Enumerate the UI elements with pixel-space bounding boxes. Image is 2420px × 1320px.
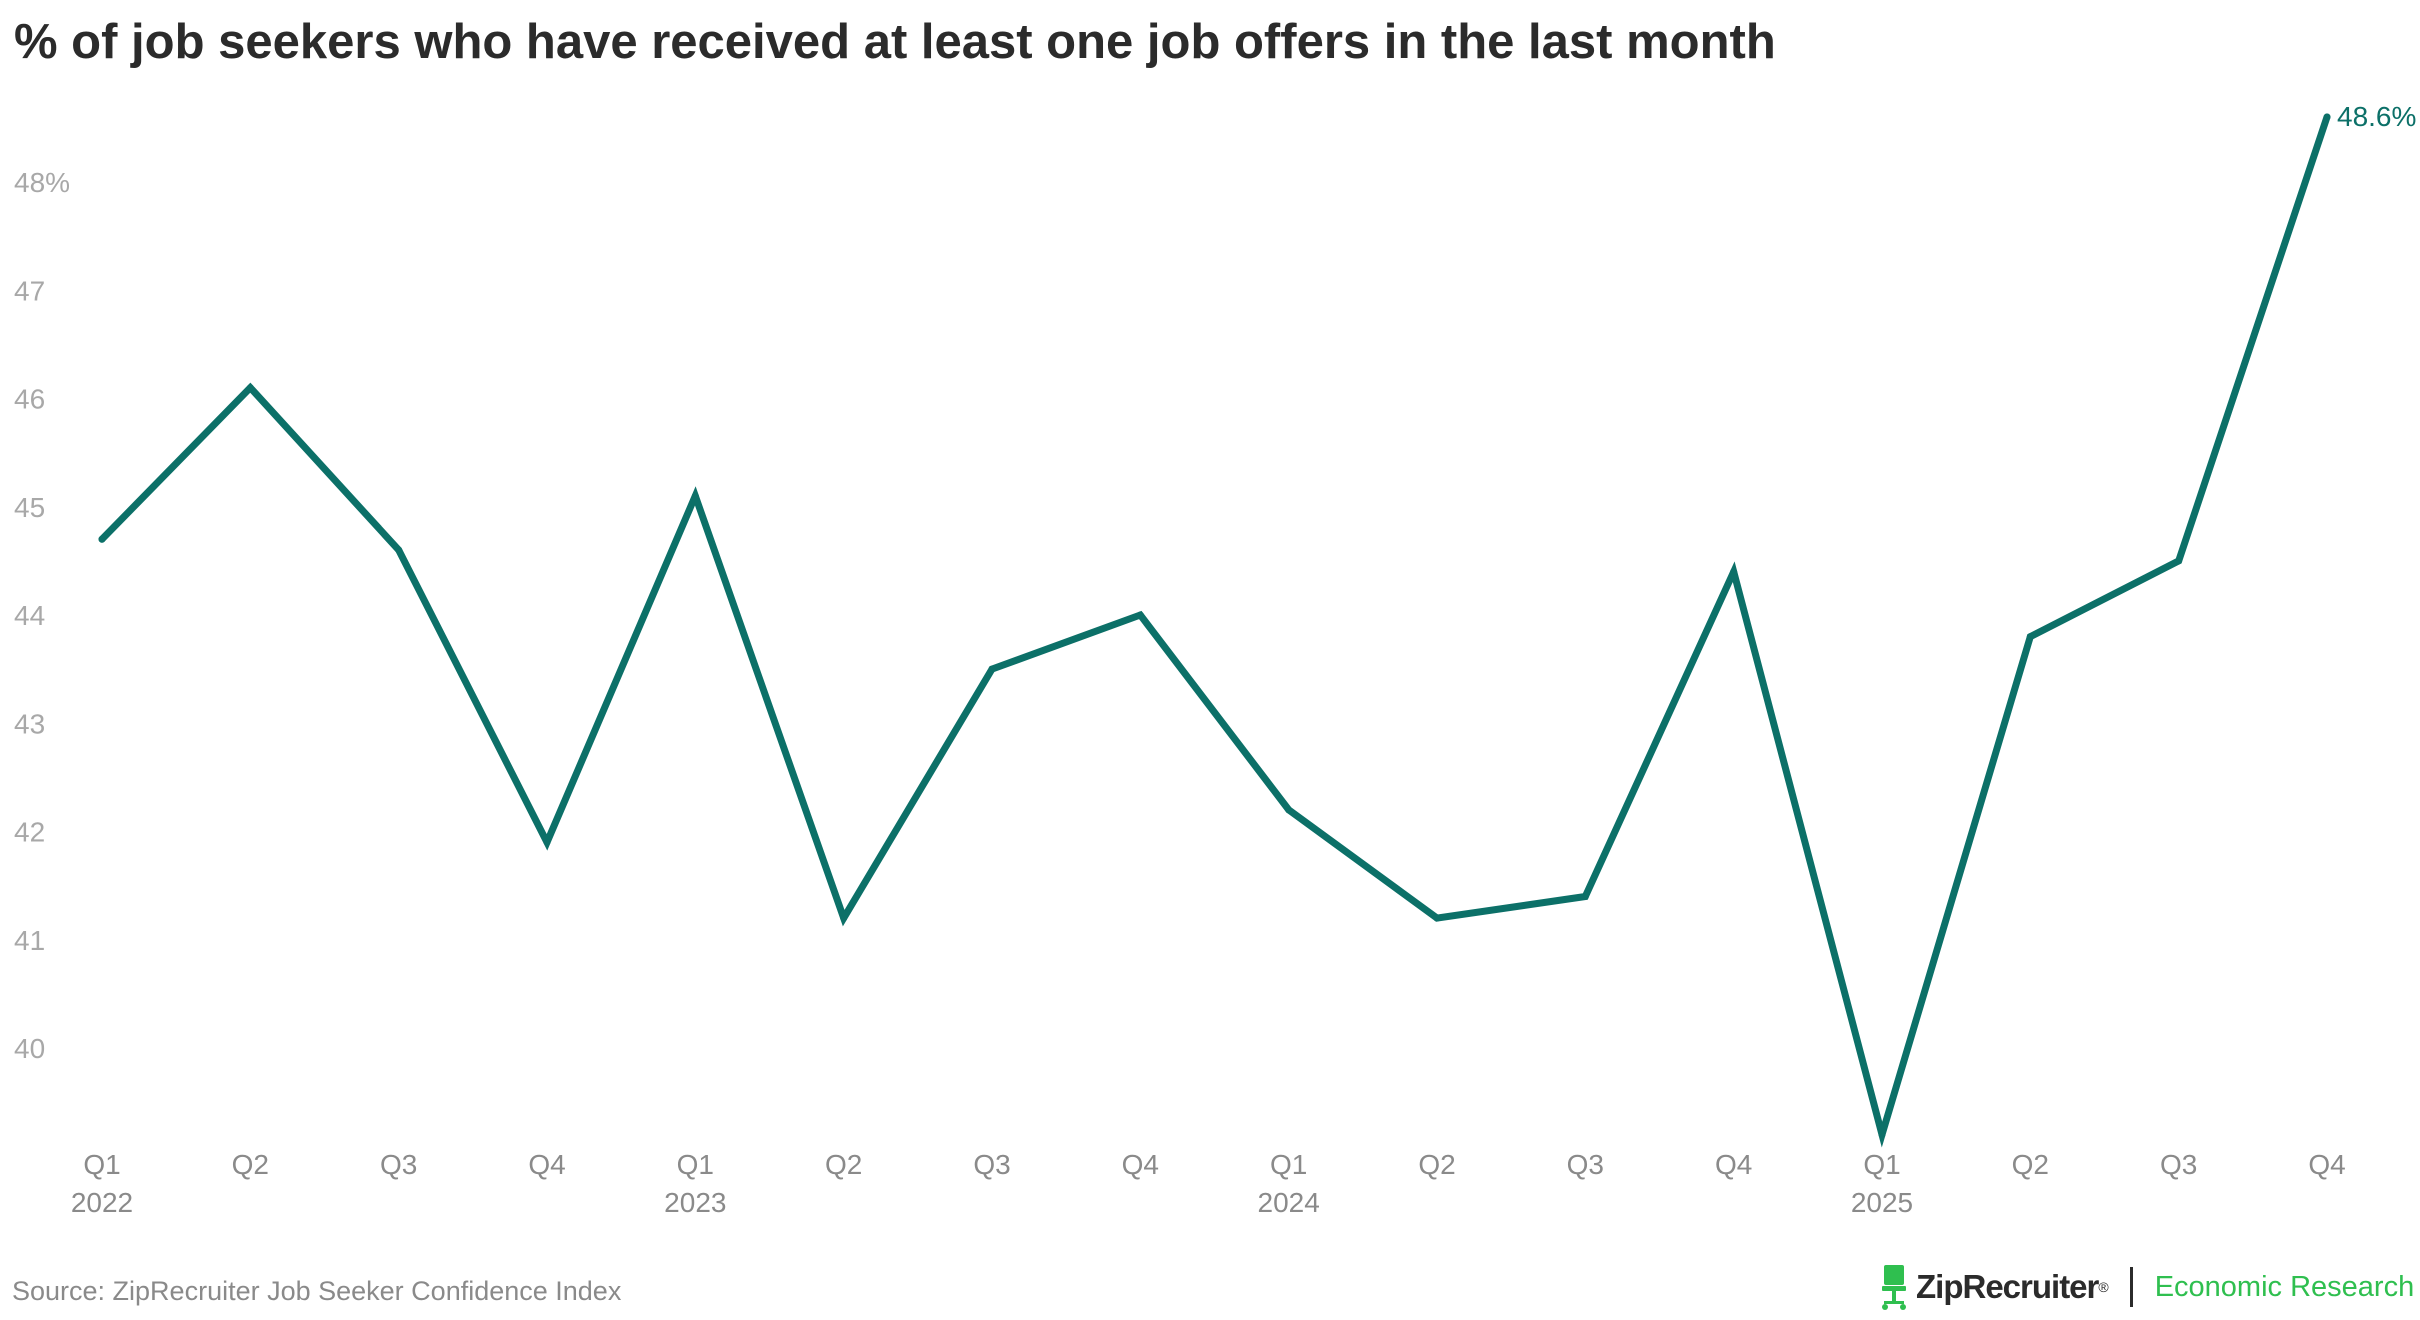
data-point <box>1136 611 1144 619</box>
y-tick-label: 45 <box>14 492 45 523</box>
brand-subtitle: Economic Research <box>2154 1270 2415 1303</box>
data-point <box>1581 892 1589 900</box>
chart-title: % of job seekers who have received at le… <box>14 15 1776 69</box>
brand-trademark: ® <box>2098 1279 2108 1295</box>
y-axis-labels: 40 41 42 43 44 45 46 47 48% <box>14 167 70 1064</box>
y-tick-label: 47 <box>14 275 45 306</box>
x-tick-label: Q1 <box>677 1149 714 1180</box>
x-year-label: 2025 <box>1851 1187 1913 1218</box>
x-tick-label: Q3 <box>973 1149 1010 1180</box>
y-tick-label: 43 <box>14 708 45 739</box>
y-tick-label: 44 <box>14 600 45 631</box>
data-point <box>98 535 106 543</box>
brand-name: ZipRecruiter <box>1916 1268 2099 1305</box>
y-tick-label: 48% <box>14 167 70 198</box>
data-point <box>988 665 996 673</box>
data-point <box>2175 557 2183 565</box>
data-point <box>1878 1131 1886 1139</box>
data-point <box>1730 568 1738 576</box>
series-group: 48.6% <box>98 101 2416 1148</box>
data-point <box>2323 113 2331 121</box>
x-tick-label: Q1 <box>1270 1149 1307 1180</box>
source-note: Source: ZipRecruiter Job Seeker Confiden… <box>12 1276 622 1306</box>
x-tick-label: Q4 <box>1715 1149 1752 1180</box>
x-year-label: 2024 <box>1258 1187 1320 1218</box>
x-tick-label: Q2 <box>232 1149 269 1180</box>
x-tick-label: Q1 <box>1863 1149 1900 1180</box>
data-point <box>840 914 848 922</box>
brand-divider <box>2129 1267 2133 1307</box>
data-point <box>246 384 254 392</box>
x-tick-label: Q3 <box>2160 1149 2197 1180</box>
y-tick-label: 46 <box>14 384 45 415</box>
x-tick-label: Q1 <box>83 1149 120 1180</box>
x-tick-label: Q2 <box>2012 1149 2049 1180</box>
x-year-label: 2022 <box>71 1187 133 1218</box>
data-point <box>543 838 551 846</box>
x-year-label: 2023 <box>664 1187 726 1218</box>
data-point <box>1433 914 1441 922</box>
series-line <box>98 113 2331 1148</box>
x-tick-label: Q4 <box>528 1149 565 1180</box>
x-tick-label: Q4 <box>1122 1149 1159 1180</box>
brand-logo: ZipRecruiter ® Economic Research <box>1880 1262 2414 1312</box>
x-tick-label: Q3 <box>1567 1149 1604 1180</box>
y-tick-label: 42 <box>14 817 45 848</box>
x-tick-label: Q2 <box>825 1149 862 1180</box>
y-tick-label: 40 <box>14 1033 45 1064</box>
data-point <box>395 546 403 554</box>
x-tick-label: Q2 <box>1418 1149 1455 1180</box>
data-point <box>691 492 699 500</box>
chair-icon <box>1882 1265 1906 1310</box>
data-point <box>2026 633 2034 641</box>
y-tick-label: 41 <box>14 925 45 956</box>
data-point <box>1285 806 1293 814</box>
x-tick-label: Q4 <box>2308 1149 2345 1180</box>
end-value-label: 48.6% <box>2337 101 2416 132</box>
x-tick-label: Q3 <box>380 1149 417 1180</box>
x-axis-labels: Q1 2022 Q2 Q3 Q4 Q1 2023 Q2 Q3 Q4 Q1 2024 Q2 Q3 Q4 Q1 20… <box>71 1149 2346 1218</box>
